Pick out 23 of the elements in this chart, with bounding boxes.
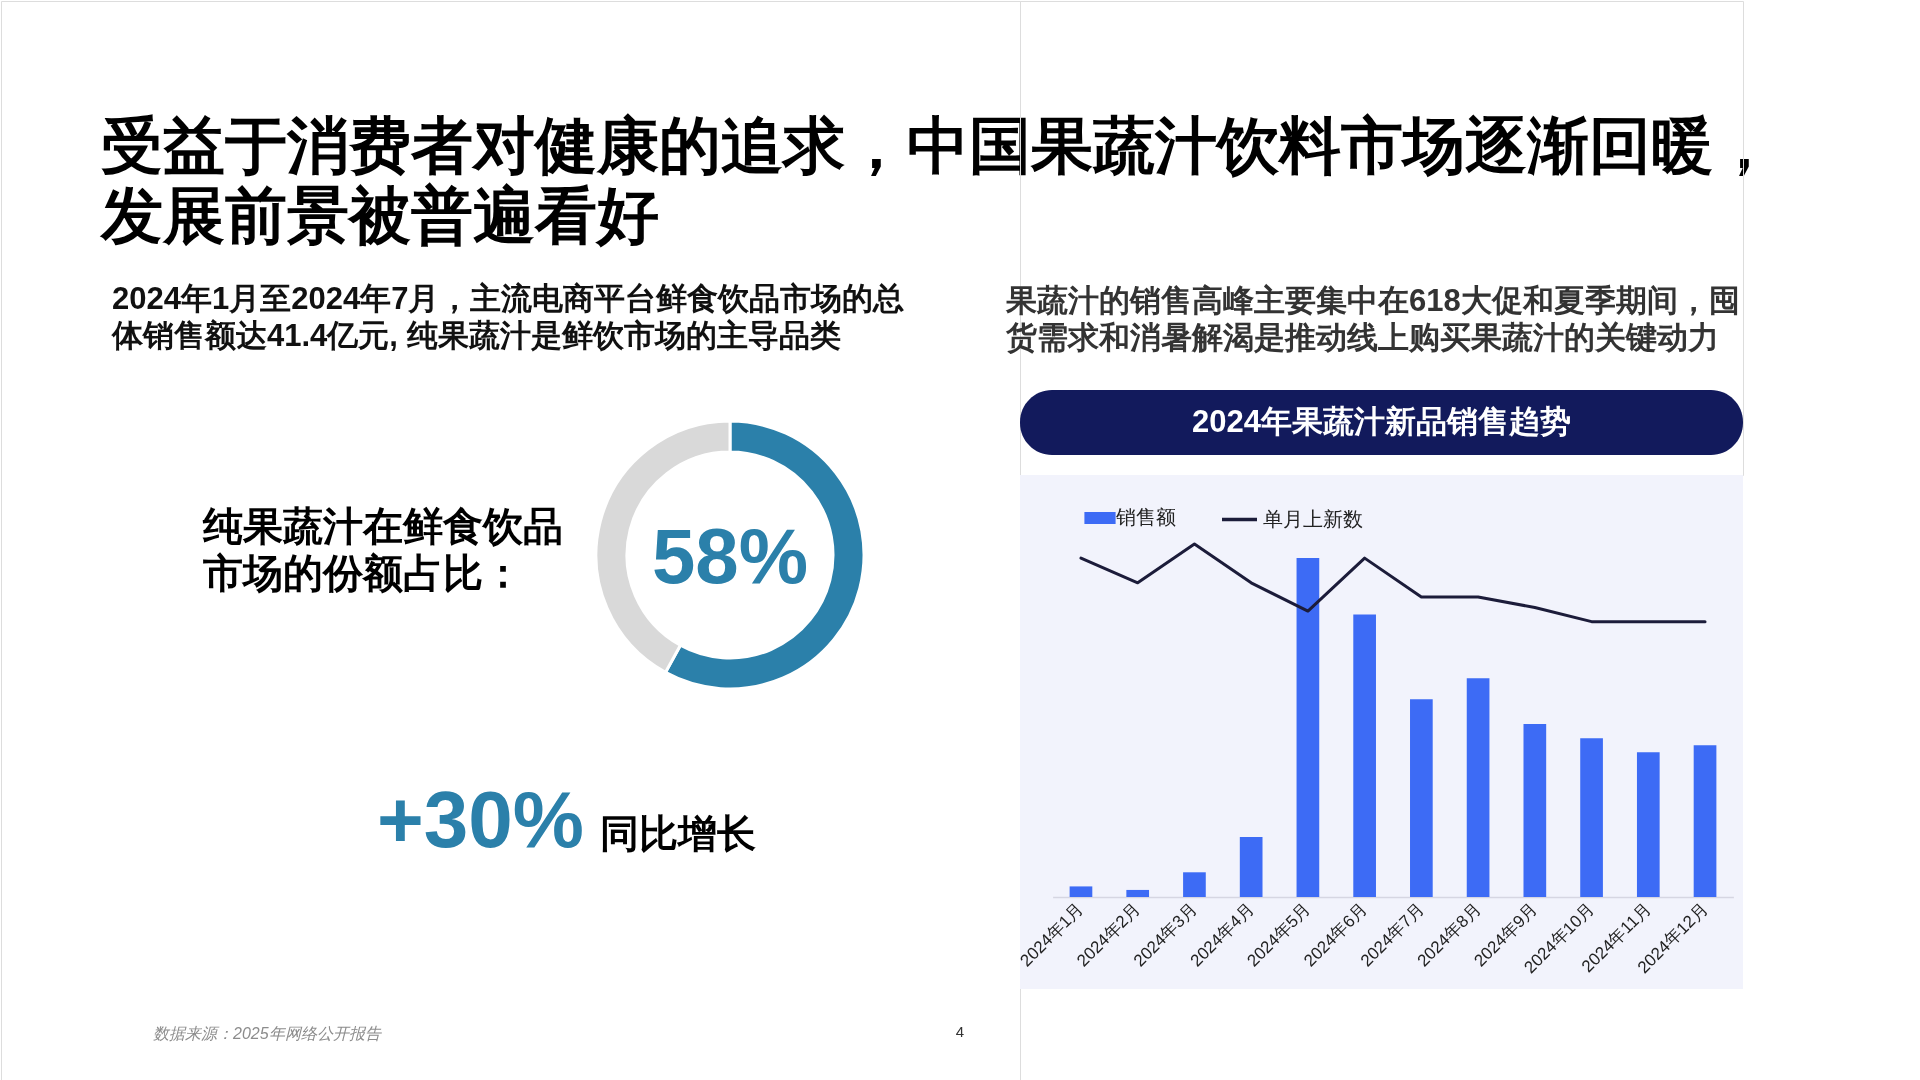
bar: [1523, 724, 1547, 897]
bar: [1296, 558, 1320, 897]
bar: [1183, 872, 1206, 897]
text: 同比增长: [599, 812, 756, 855]
bar: [1239, 836, 1263, 897]
bar: [1353, 614, 1376, 897]
chart-title: 2024年果蔬汁新品销售趋势: [1192, 404, 1571, 439]
bar: [1126, 889, 1150, 897]
chart-subtitle: 果蔬汁的销售高峰主要集中在618大促和夏季期间，囤货需求和消暑解渴是推动线上购买果蔬汁的关键动力: [1005, 283, 1740, 355]
legend-label: 销售额: [1115, 506, 1176, 528]
source-note: 数据来源：2025年网络公开报告: [153, 1025, 382, 1042]
text: 4: [955, 1023, 965, 1040]
data-label: 58%: [651, 512, 809, 600]
bar: [1069, 886, 1093, 897]
bar: [1636, 752, 1660, 897]
bar: [1410, 699, 1433, 897]
legend-label: 单月上新数: [1263, 507, 1363, 530]
text: +30%: [377, 775, 584, 864]
bar: [1466, 678, 1490, 897]
bar: [1580, 738, 1603, 897]
text: 纯果蔬汁在鲜食饮品市场的份额占比：: [202, 504, 563, 595]
bar: [1693, 745, 1717, 897]
chart-subtitle: 2024年1月至2024年7月，主流电商平台鲜食饮品市场的总体销售额达41.4亿元, 纯果蔬汁是鲜饮市场的主导品类: [111, 281, 905, 353]
